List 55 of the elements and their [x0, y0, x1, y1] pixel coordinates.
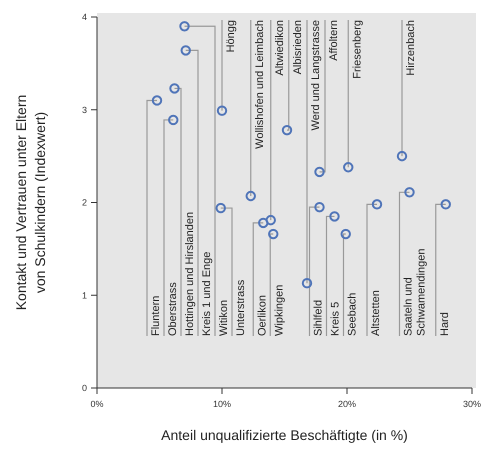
point: [372, 199, 382, 210]
point: [179, 21, 190, 32]
y-tick-label: 2: [82, 198, 87, 208]
point: [396, 150, 408, 162]
annotation: Saateln und Schwamendingen: [402, 248, 428, 336]
annotation: Wollishofen und Leimbach: [254, 20, 266, 149]
point: [216, 202, 226, 214]
annotation: Unterstrass: [235, 279, 247, 336]
annotation: Fluntern: [150, 296, 162, 336]
annotation: Oberstrass: [167, 282, 179, 336]
y-tick-label: 3: [82, 104, 87, 115]
point: [343, 162, 354, 172]
annotation: Kreis 5: [330, 302, 342, 336]
y-tick-label: 4: [82, 12, 87, 22]
annotation: Affoltern: [328, 20, 340, 61]
x-tick-label: 30%: [462, 399, 482, 409]
y-tick-label: 0: [82, 383, 87, 394]
point: [168, 114, 178, 126]
annotation: Kreis 1 und Enge: [201, 252, 213, 336]
annotation: Friesenberg: [351, 20, 364, 79]
annotation: Werd und Langstrasse: [310, 20, 322, 130]
x-tick-label: 10%: [212, 399, 232, 409]
annotation: Hottingen und Hirslanden: [184, 212, 196, 336]
y-axis-title: Kontakt und Vertrauen unter Eltern von Schulkindern (Indexwert): [13, 94, 48, 310]
point: [152, 95, 162, 106]
annotation: Wipkingen: [273, 284, 286, 336]
annotation: Oerlikon: [256, 295, 268, 336]
point: [329, 211, 340, 222]
point: [340, 228, 351, 240]
point: [216, 105, 228, 116]
x-tick-label: 20%: [338, 399, 356, 409]
point: [302, 278, 312, 288]
point: [266, 214, 276, 226]
annotation: Seebach: [346, 292, 358, 336]
point: [258, 218, 268, 228]
x-tick-label: 0%: [90, 399, 104, 409]
point: [314, 202, 325, 212]
x-axis-title: Anteil unqualifizierte Beschäftigte (in %): [161, 427, 408, 443]
annotation: Altstetten: [370, 290, 382, 336]
annotation: Hard: [438, 312, 451, 336]
point: [404, 187, 415, 198]
annotation: Albisrieden: [292, 20, 304, 74]
point: [169, 83, 180, 94]
annotation: Altwiedikon: [274, 20, 286, 76]
point: [440, 199, 451, 210]
annotation: Hirzenbach: [405, 20, 417, 76]
point: [246, 190, 256, 202]
point: [282, 124, 292, 136]
point: [314, 166, 325, 178]
annotation: Sihlfeld: [312, 300, 324, 336]
annotation: Witikon: [218, 300, 230, 336]
annotation: Höngg: [225, 20, 237, 52]
point: [268, 228, 278, 240]
y-tick-label: 1: [82, 290, 87, 300]
point: [180, 45, 191, 56]
